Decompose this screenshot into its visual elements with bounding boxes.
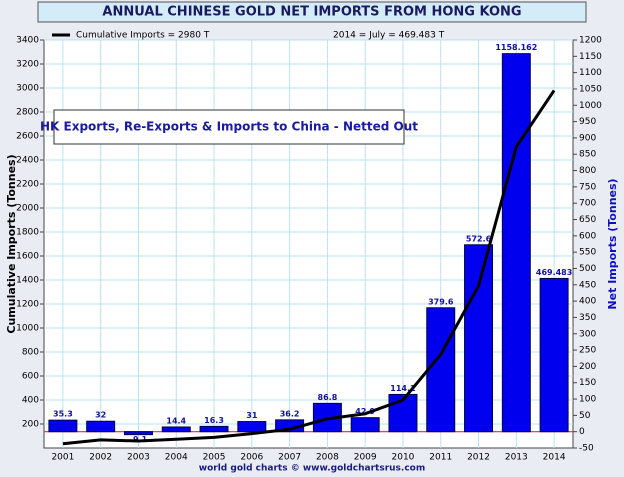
value-label: 42.9 <box>355 407 375 416</box>
bar <box>539 277 569 433</box>
x-tick-label: 2013 <box>505 453 528 463</box>
x-tick-label: 2012 <box>467 453 490 463</box>
y2-tick-label: 550 <box>579 248 596 258</box>
y-tick-label: 2400 <box>16 156 39 166</box>
bar <box>123 431 153 436</box>
y2-tick-label: 200 <box>579 362 596 372</box>
plot-area <box>43 39 574 449</box>
y2-tick-label: 400 <box>579 297 596 307</box>
value-label: 31 <box>246 411 258 420</box>
x-tick-label: 2011 <box>429 453 452 463</box>
annotation: HK Exports, Re-Exports & Imports to Chin… <box>40 120 418 134</box>
value-label: 86.8 <box>318 393 338 402</box>
x-tick-label: 2002 <box>89 453 112 463</box>
source: world gold charts © www.goldchartsrus.co… <box>199 464 425 474</box>
y2-tick-label: 800 <box>579 166 596 176</box>
bar <box>48 419 78 433</box>
y2-tick-label: 450 <box>579 280 596 290</box>
y-tick-label: 3400 <box>16 36 39 46</box>
bar <box>464 244 494 433</box>
y-tick-label: 2200 <box>16 180 39 190</box>
bar <box>199 425 229 433</box>
value-label: 35.3 <box>53 410 73 419</box>
annotation: 2014 = July = 469.483 T <box>333 31 445 41</box>
y-tick-label: 1400 <box>16 276 39 286</box>
bar <box>237 421 267 433</box>
y-tick-label: 1000 <box>16 324 39 334</box>
y2-tick-label: 250 <box>579 346 596 356</box>
y-axis-title: Cumulative Imports (Tonnes) <box>5 154 18 333</box>
y2-tick-label: 650 <box>579 215 596 225</box>
bar <box>86 420 116 433</box>
y2-tick-label: 700 <box>579 199 596 209</box>
y-tick-label: 200 <box>22 420 39 430</box>
y-tick-label: 3000 <box>16 84 39 94</box>
line <box>62 89 556 446</box>
annotation-box <box>53 109 405 145</box>
y2-tick-label: 1200 <box>579 36 602 46</box>
value-label: 379.6 <box>428 297 454 306</box>
value-label: 572.6 <box>466 234 492 243</box>
x-tick-label: 2007 <box>278 453 301 463</box>
value-label: 14.4 <box>166 416 186 425</box>
value-label: 36.2 <box>280 409 300 418</box>
bar <box>350 417 380 433</box>
value-label: 1158.162 <box>495 43 537 52</box>
x-tick-label: 2008 <box>316 453 339 463</box>
y-tick-label: 2000 <box>16 204 39 214</box>
y2-axis-title: Net Imports (Tonnes) <box>606 178 619 309</box>
y2-tick-label: 300 <box>579 329 596 339</box>
bar <box>161 426 191 433</box>
x-tick-label: 2010 <box>392 453 415 463</box>
x-tick-label: 2009 <box>354 453 377 463</box>
y-tick-label: 2600 <box>16 132 39 142</box>
x-tick-label: 2001 <box>51 453 74 463</box>
legend-label: Cumulative Imports = 2980 T <box>76 31 210 41</box>
title-box <box>37 1 587 23</box>
x-tick-label: 2004 <box>165 453 188 463</box>
y2-tick-label: 1150 <box>579 52 602 62</box>
y2-tick-label: 100 <box>579 395 596 405</box>
y2-tick-label: 150 <box>579 378 596 388</box>
bar <box>501 53 531 433</box>
x-tick-label: 2005 <box>203 453 226 463</box>
x-tick-label: 2006 <box>240 453 263 463</box>
y-tick-label: 3200 <box>16 60 39 70</box>
y2-tick-label: 500 <box>579 264 596 274</box>
value-label: 114.1 <box>390 384 416 393</box>
y2-tick-label: 1050 <box>579 84 602 94</box>
y2-tick-label: 900 <box>579 133 596 143</box>
y2-tick-label: 850 <box>579 150 596 160</box>
x-tick-label: 2003 <box>127 453 150 463</box>
value-label: 32 <box>95 411 106 420</box>
y2-tick-label: 350 <box>579 313 596 323</box>
chart-title: ANNUAL CHINESE GOLD NET IMPORTS FROM HON… <box>102 5 521 20</box>
y2-tick-label: 950 <box>579 117 596 127</box>
bar <box>426 307 456 433</box>
y-tick-label: 800 <box>22 348 39 358</box>
y2-tick-label: 750 <box>579 182 596 192</box>
value-label: 16.3 <box>204 416 224 425</box>
y2-tick-label: 50 <box>579 411 591 421</box>
y-tick-label: 1800 <box>16 228 39 238</box>
y-tick-label: 2800 <box>16 108 39 118</box>
y2-tick-label: 1100 <box>579 68 602 78</box>
y2-tick-label: 600 <box>579 231 596 241</box>
y-tick-label: 400 <box>22 396 39 406</box>
y-tick-label: 1200 <box>16 300 39 310</box>
value-label: 469.483 <box>536 268 572 277</box>
y2-tick-label: 0 <box>579 427 585 437</box>
y-tick-label: 1600 <box>16 252 39 262</box>
x-tick-label: 2014 <box>543 453 566 463</box>
y2-tick-label: -50 <box>579 444 594 454</box>
y2-tick-label: 1000 <box>579 101 602 111</box>
y-tick-label: 600 <box>22 372 39 382</box>
